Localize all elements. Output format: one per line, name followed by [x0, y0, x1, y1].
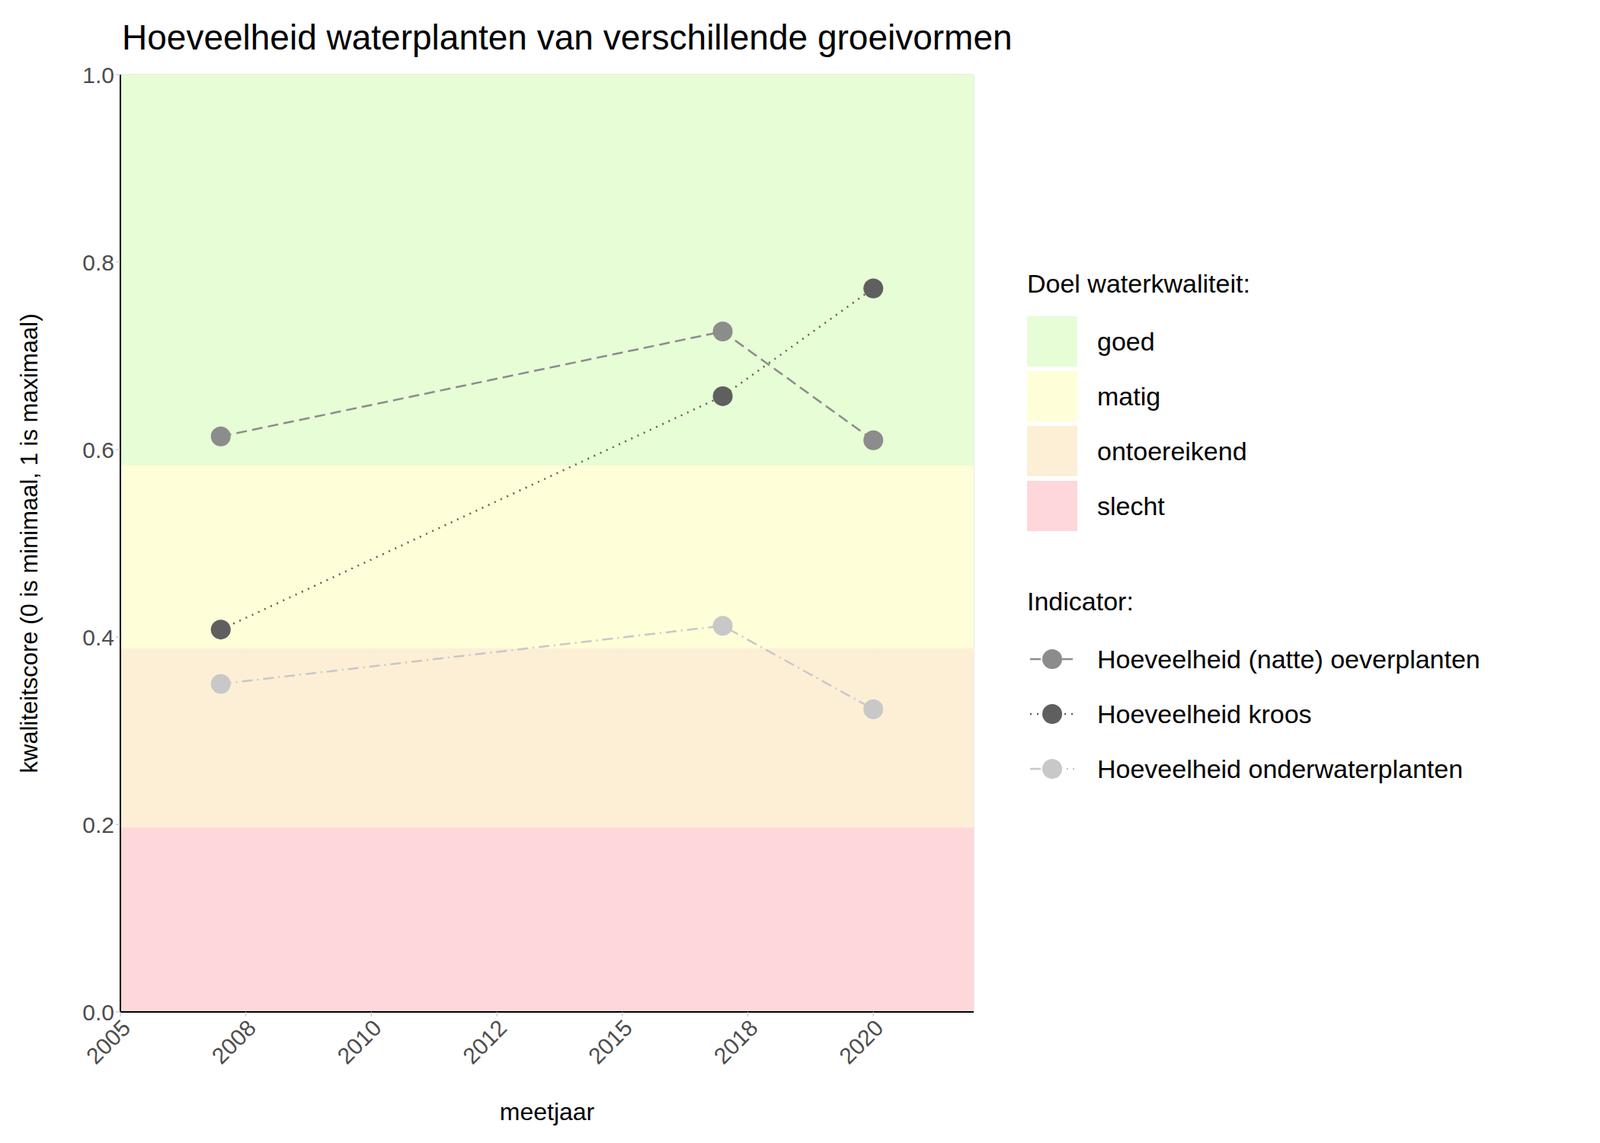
html-text:Hoeveelheid kroos: Hoeveelheid kroos	[1097, 699, 1312, 728]
html-text:Hoeveelheid waterplanten van v: Hoeveelheid waterplanten van verschillen…	[121, 17, 1013, 58]
svg-text:2015: 2015	[583, 1014, 638, 1069]
html-text:matig: matig	[1097, 381, 1161, 411]
svg-text:0.6: 0.6	[82, 437, 115, 463]
svg-text:1.0: 1.0	[82, 62, 115, 88]
svg-text:2020: 2020	[834, 1014, 889, 1069]
html-text:ontoereikend: ontoereikend	[1097, 436, 1247, 466]
svg-text:0.2: 0.2	[82, 812, 115, 838]
svg-text:0.8: 0.8	[82, 249, 115, 276]
svg-text:2005: 2005	[81, 1014, 136, 1069]
html-text:goed: goed	[1097, 326, 1155, 356]
html-text:Indicator:: Indicator:	[1027, 586, 1134, 616]
html-text:slecht: slecht	[1097, 491, 1165, 520]
html-text:Doel waterkwaliteit:: Doel waterkwaliteit:	[1027, 268, 1251, 298]
html-text:Hoeveelheid (natte) oeverplant: Hoeveelheid (natte) oeverplanten	[1097, 644, 1481, 674]
svg-text:0.0: 0.0	[82, 999, 115, 1025]
svg-text:kwaliteitscore (0 is minimaal,: kwaliteitscore (0 is minimaal, 1 is maxi…	[16, 313, 43, 774]
svg-text:2012: 2012	[457, 1014, 512, 1069]
html-text:Hoeveelheid onderwaterplanten: Hoeveelheid onderwaterplanten	[1097, 753, 1463, 783]
svg-text:meetjaar: meetjaar	[499, 1097, 596, 1126]
svg-text:2008: 2008	[206, 1014, 261, 1069]
svg-text:0.4: 0.4	[82, 624, 115, 650]
svg-text:2010: 2010	[332, 1014, 387, 1069]
svg-text:2018: 2018	[708, 1014, 763, 1069]
